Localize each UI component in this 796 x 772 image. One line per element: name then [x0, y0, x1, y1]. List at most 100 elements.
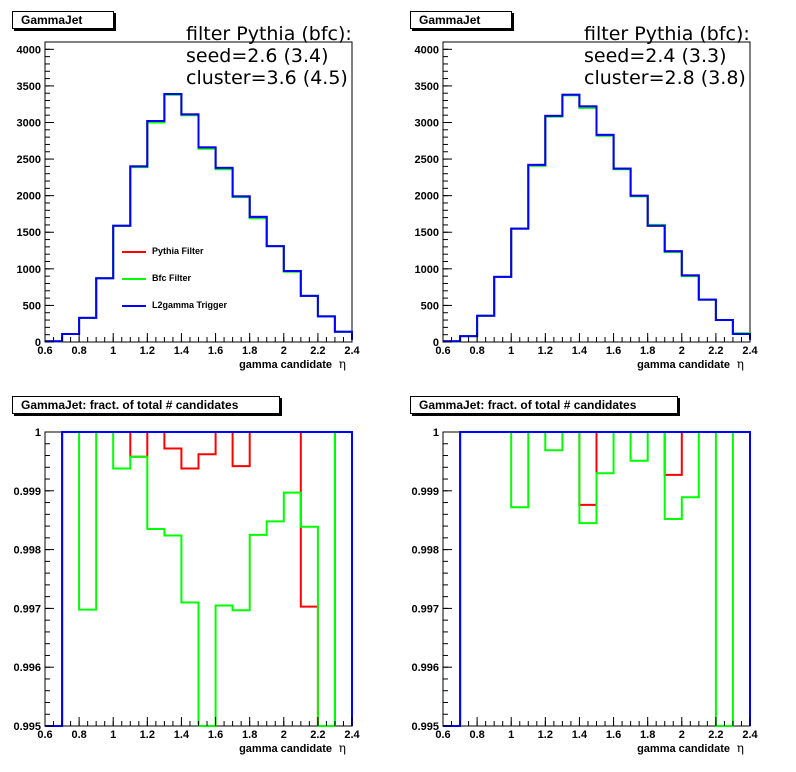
x-tick-label: 0.6 — [435, 729, 450, 741]
info-line-cluster: cluster=2.8 (3.8) — [584, 67, 746, 89]
x-tick-label: 1.8 — [242, 345, 257, 357]
y-tick-label: 1 — [433, 427, 439, 439]
pad-top-left: 0.6 0.8 1 1.2 1.4 1.6 1.8 2 2.2 2.4 0 500 1000 1500 20… — [0, 0, 398, 386]
x-tick-label: 1.4 — [572, 729, 588, 741]
x-tick-label: 2 — [679, 729, 685, 741]
y-tick-label: 0 — [35, 337, 41, 349]
legend: Pythia Filter Bfc Filter L2gamma Trigger — [122, 246, 282, 316]
y-tick-label: 0.997 — [411, 603, 439, 615]
y-tick-label: 3000 — [415, 117, 439, 129]
chart-title: GammaJet: fract. of total # candidates — [410, 396, 678, 414]
y-tick-label: 0.995 — [411, 721, 439, 733]
filter-info: filter Pythia (bfc): seed=2.6 (3.4) clus… — [186, 23, 352, 89]
chart-title: GammaJet — [12, 11, 114, 29]
x-tick-label: 2.4 — [742, 345, 758, 357]
legend-swatch-l2gamma — [122, 304, 146, 307]
y-tick-label: 0.998 — [411, 545, 439, 557]
legend-label: L2gamma Trigger — [152, 300, 228, 310]
x-tick-label: 1.2 — [538, 729, 553, 741]
x-tick-label: 1.4 — [174, 345, 190, 357]
y-tick-label: 0.995 — [13, 721, 41, 733]
l2gamma-trigger-line — [443, 431, 751, 727]
y-tick-label: 1500 — [415, 227, 439, 239]
y-tick-label: 2500 — [17, 154, 41, 166]
x-tick-label: 1.8 — [640, 345, 655, 357]
x-tick-label: 0.8 — [71, 345, 86, 357]
x-tick-label: 0.8 — [71, 729, 86, 741]
fraction-plot: 0.6 0.8 1 1.2 1.4 1.6 1.8 2 2.2 2.4 0.995 0.996 0.99… — [411, 427, 758, 755]
legend-swatch-bfc — [122, 277, 146, 280]
x-tick-label: 2 — [281, 345, 287, 357]
x-tick-label: 0.8 — [469, 345, 484, 357]
x-tick-label: 1.6 — [208, 345, 223, 357]
x-tick-label: 0.6 — [37, 345, 52, 357]
x-tick-label: 2 — [679, 345, 685, 357]
y-tick-label: 0.998 — [13, 545, 41, 557]
y-tick-label: 3500 — [17, 81, 41, 93]
y-tick-label: 0 — [433, 337, 439, 349]
y-tick-label: 4000 — [17, 44, 41, 56]
x-tick-label: 2.2 — [310, 345, 325, 357]
x-tick-label: 2.2 — [708, 729, 723, 741]
histogram-plot: 0.6 0.8 1 1.2 1.4 1.6 1.8 2 2.2 2.4 0 500 1000 1500 20… — [17, 41, 361, 371]
x-tick-label: 1.2 — [140, 345, 155, 357]
x-tick-label: 1.8 — [242, 729, 257, 741]
x-axis-label: gamma candidate — [637, 743, 730, 755]
filter-info: filter Pythia (bfc): seed=2.4 (3.3) clus… — [584, 23, 750, 89]
legend-entry-pythia: Pythia Filter — [122, 246, 204, 256]
x-axis-label: gamma candidate — [239, 743, 332, 755]
pad-top-right: 0.6 0.8 1 1.2 1.4 1.6 1.8 2 2.2 2.4 0 500 1000 1500 20… — [398, 0, 796, 386]
x-tick-label: 1.4 — [572, 345, 588, 357]
x-tick-label: 0.8 — [469, 729, 484, 741]
pad-bottom-right: 0.6 0.8 1 1.2 1.4 1.6 1.8 2 2.2 2.4 0.995 0.996 0.99… — [398, 386, 796, 772]
x-axis-label: gamma candidate — [637, 359, 730, 371]
bfc-filter-line — [45, 431, 353, 727]
x-axis-symbol: η — [737, 741, 744, 755]
y-tick-label: 2000 — [415, 191, 439, 203]
info-line-filter: filter Pythia (bfc): — [584, 23, 750, 45]
legend-swatch-pythia — [122, 250, 146, 253]
legend-entry-l2gamma: L2gamma Trigger — [122, 300, 227, 310]
x-tick-label: 2.2 — [310, 729, 325, 741]
x-tick-label: 2.2 — [708, 345, 723, 357]
x-axis-label: gamma candidate — [239, 359, 332, 371]
x-tick-label: 2.4 — [742, 729, 758, 741]
l2gamma-trigger-line — [45, 431, 353, 727]
fraction-plot: 0.6 0.8 1 1.2 1.4 1.6 1.8 2 2.2 2.4 0.995 0.996 0.99… — [13, 427, 360, 755]
info-line-seed: seed=2.6 (3.4) — [186, 45, 329, 67]
y-tick-label: 500 — [421, 300, 439, 312]
x-tick-label: 1.2 — [538, 345, 553, 357]
x-tick-label: 0.6 — [37, 729, 52, 741]
histogram-plot: 0.6 0.8 1 1.2 1.4 1.6 1.8 2 2.2 2.4 0 500 1000 1500 20… — [415, 41, 759, 371]
x-tick-label: 1.2 — [140, 729, 155, 741]
y-tick-label: 500 — [23, 300, 41, 312]
x-tick-label: 1.8 — [640, 729, 655, 741]
x-axis-symbol: η — [737, 357, 744, 371]
y-tick-label: 4000 — [415, 44, 439, 56]
y-tick-label: 0.996 — [13, 662, 41, 674]
y-tick-label: 3000 — [17, 117, 41, 129]
info-line-filter: filter Pythia (bfc): — [186, 23, 352, 45]
y-tick-label: 0.999 — [411, 486, 439, 498]
y-tick-label: 2000 — [17, 191, 41, 203]
l2gamma-trigger-line — [45, 93, 353, 343]
y-tick-label: 1 — [35, 427, 41, 439]
pad-bottom-left: 0.6 0.8 1 1.2 1.4 1.6 1.8 2 2.2 2.4 0.995 0.996 0.99… — [0, 386, 398, 772]
chart-title: GammaJet — [410, 11, 512, 29]
y-tick-label: 0.996 — [411, 662, 439, 674]
y-tick-label: 3500 — [415, 81, 439, 93]
y-tick-label: 2500 — [415, 154, 439, 166]
y-tick-label: 0.999 — [13, 486, 41, 498]
legend-label: Pythia Filter — [152, 246, 204, 256]
x-tick-label: 2.4 — [344, 345, 360, 357]
chart-title: GammaJet: fract. of total # candidates — [12, 396, 280, 414]
x-tick-label: 1 — [508, 729, 514, 741]
x-axis-symbol: η — [339, 357, 346, 371]
info-line-cluster: cluster=3.6 (4.5) — [186, 67, 348, 89]
x-axis-symbol: η — [339, 741, 346, 755]
x-tick-label: 2.4 — [344, 729, 360, 741]
x-tick-label: 1 — [110, 729, 116, 741]
x-tick-label: 1.6 — [606, 345, 621, 357]
y-tick-label: 1000 — [17, 264, 41, 276]
x-tick-label: 1.4 — [174, 729, 190, 741]
